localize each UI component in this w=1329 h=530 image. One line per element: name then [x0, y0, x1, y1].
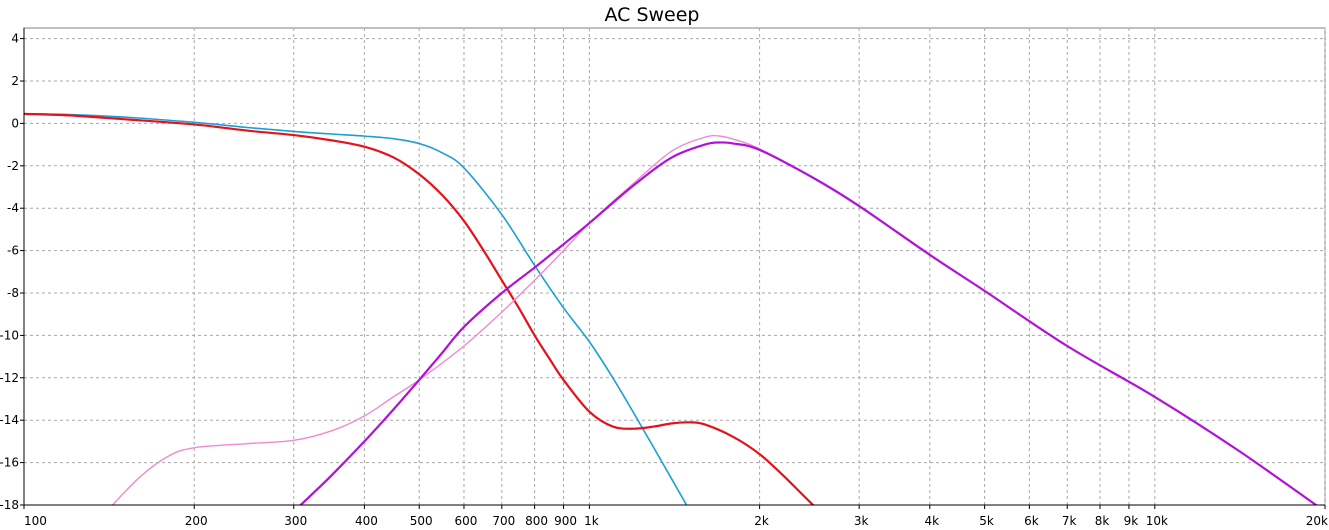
x-tick-label: 20k [1306, 514, 1328, 528]
y-tick-label: -4 [7, 201, 19, 215]
y-tick-label: -12 [0, 371, 19, 385]
series-layer [24, 112, 1318, 505]
y-tick-label: -16 [0, 456, 19, 470]
x-tick-label: 300 [284, 514, 307, 528]
x-tick-label: 200 [185, 514, 208, 528]
series-line-1 [24, 113, 688, 505]
series-line-4 [298, 141, 1318, 505]
plot-area [23, 27, 1326, 506]
x-tick-label: 8k [1095, 514, 1110, 528]
chart-title: AC Sweep [604, 4, 699, 26]
y-tick-label: -18 [0, 498, 19, 512]
y-tick-labels: 4 2 0 -2 -4 -6 -8 -10 -12 -14 -16 -18 [0, 32, 24, 512]
grid [23, 28, 1326, 506]
x-tick-label: 6k [1024, 514, 1039, 528]
x-tick-label: 7k [1062, 514, 1077, 528]
x-tick-label: 400 [355, 514, 378, 528]
y-tick-label: -8 [7, 286, 19, 300]
x-tick-label: 4k [925, 514, 940, 528]
y-tick-label: -10 [0, 328, 19, 342]
y-tick-label: 4 [11, 32, 19, 46]
x-tick-label: 600 [455, 514, 478, 528]
axes [23, 28, 1325, 506]
x-tick-label: 1k [584, 514, 599, 528]
x-tick-label: 800 [525, 514, 548, 528]
y-tick-label: 0 [11, 116, 19, 130]
y-tick-label: -2 [7, 159, 19, 173]
y-tick-label: 2 [11, 74, 19, 88]
x-tick-label: 9k [1124, 514, 1139, 528]
series-line-2 [24, 112, 815, 505]
x-tick-label: 700 [492, 514, 515, 528]
x-tick-labels: 100 200 300 400 500 600 700 800 900 1k 2k 3k 4k 5k 6k 7… [23, 505, 1328, 528]
x-tick-label: 5k [979, 514, 994, 528]
x-tick-label: 10k [1146, 514, 1168, 528]
x-tick-label: 100 [24, 514, 47, 528]
y-tick-label: -14 [0, 413, 19, 427]
x-tick-label: 3k [854, 514, 869, 528]
x-tick-label: 2k [754, 514, 769, 528]
y-tick-label: -6 [7, 244, 19, 258]
x-tick-label: 500 [410, 514, 433, 528]
x-tick-label: 900 [554, 514, 577, 528]
